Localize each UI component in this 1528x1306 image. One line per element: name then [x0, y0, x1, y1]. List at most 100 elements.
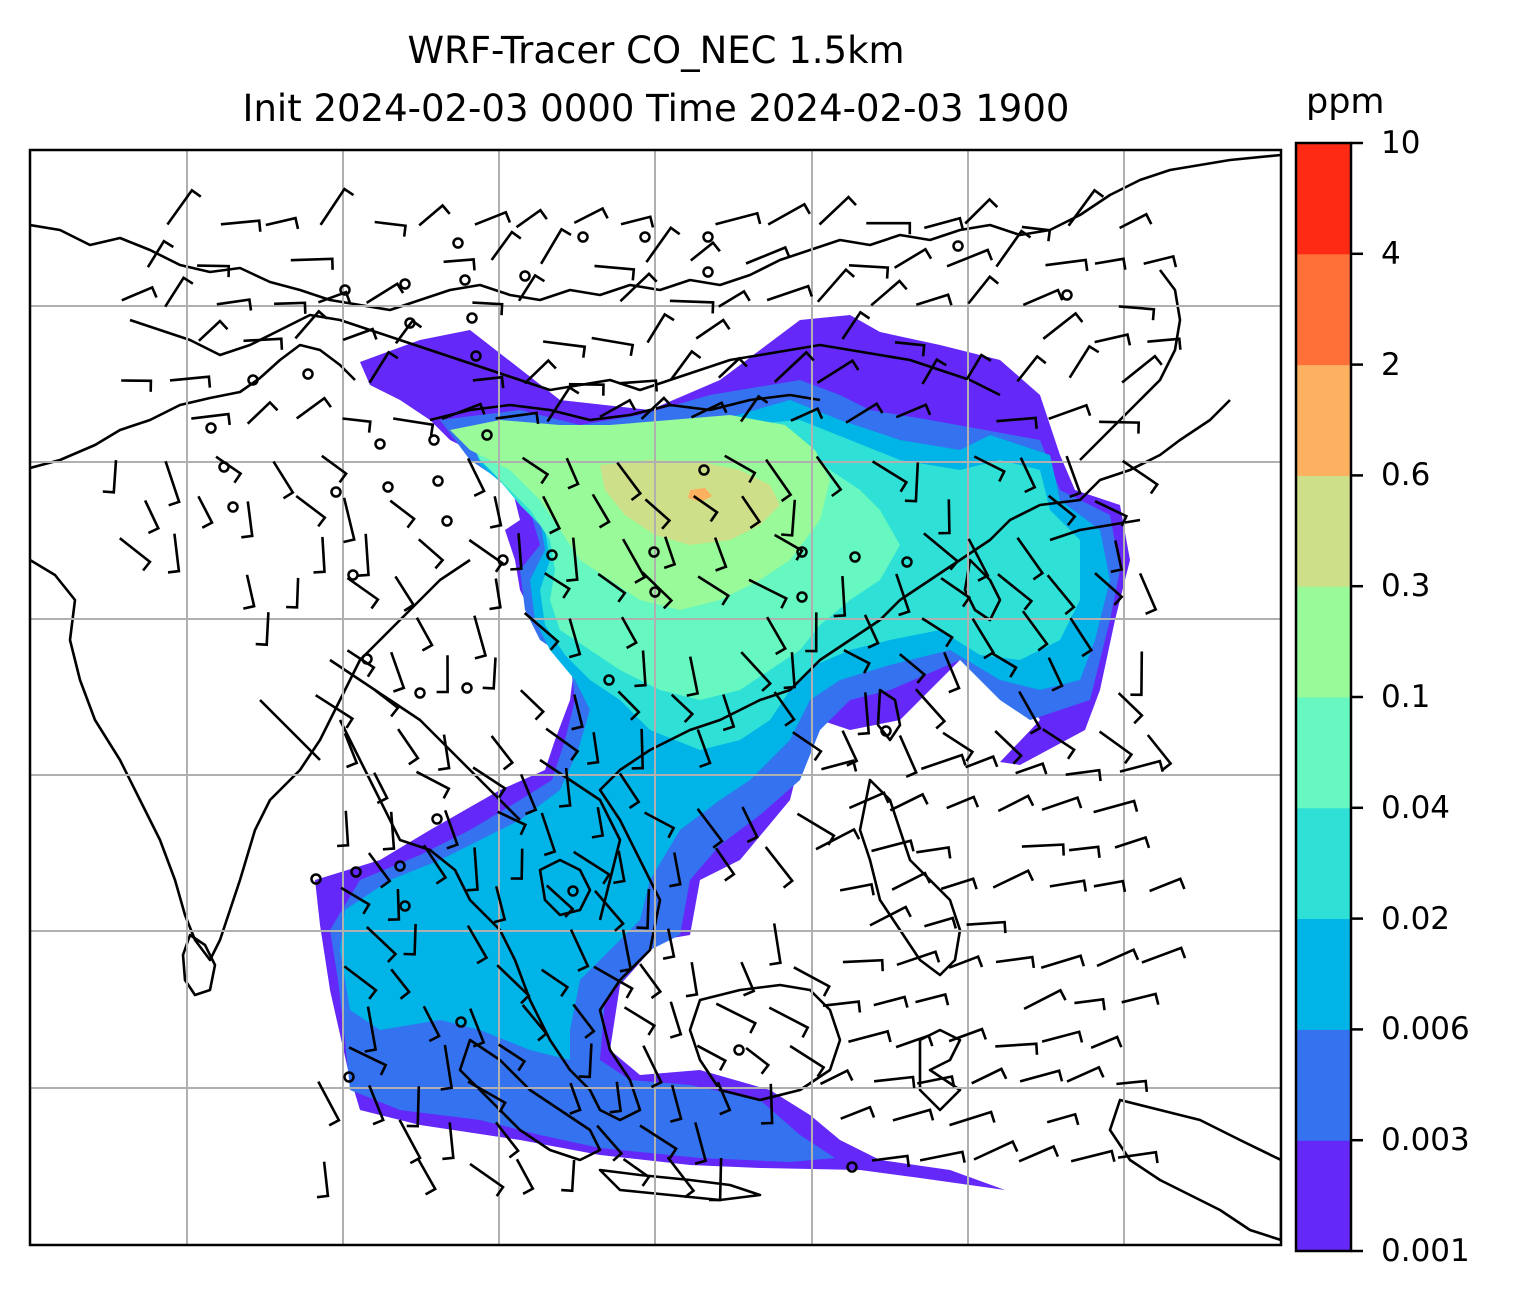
- wind-barb: [686, 656, 700, 697]
- wind-barb: [622, 1158, 651, 1187]
- wind-barb: [365, 282, 405, 305]
- wind-barb: [765, 458, 793, 503]
- wind-barb: [916, 1074, 956, 1088]
- wind-barb: [695, 318, 731, 340]
- wind-barb: [1018, 690, 1042, 735]
- wind-barb: [398, 1119, 422, 1165]
- coastline-indochina: [338, 618, 881, 1122]
- wind-barb: [540, 968, 570, 998]
- wind-barb: [766, 284, 814, 302]
- calm-wind-circle: [846, 1161, 858, 1173]
- wind-barb: [1146, 734, 1173, 772]
- wind-barb: [342, 497, 356, 544]
- wind-barb: [417, 538, 445, 570]
- calm-wind-circle: [310, 873, 322, 885]
- calm-wind-circle: [702, 231, 714, 243]
- wind-barb: [1046, 1112, 1080, 1126]
- calm-wind-circle: [452, 237, 464, 249]
- wind-barb: [102, 460, 118, 494]
- wind-barb: [1094, 500, 1129, 527]
- wind-barb: [783, 652, 796, 690]
- wind-barb: [822, 1000, 862, 1013]
- wind-barb: [642, 1045, 663, 1089]
- calm-wind-circle: [796, 546, 808, 558]
- wind-barb: [646, 312, 675, 344]
- wind-barb: [745, 1046, 771, 1075]
- wind-barb: [889, 792, 929, 812]
- coastline-sumatra: [458, 1038, 602, 1162]
- colorbar-tick-label: 0.1: [1381, 679, 1431, 715]
- calm-wind-circle: [702, 266, 714, 278]
- wind-barb: [1040, 954, 1086, 970]
- wind-barb: [493, 885, 507, 924]
- wind-barb: [841, 730, 859, 767]
- wind-barb: [1042, 728, 1076, 760]
- wind-barb: [523, 612, 560, 651]
- wind-barb: [764, 846, 795, 889]
- wind-barb: [121, 285, 158, 302]
- wind-barb: [118, 537, 152, 572]
- wind-barb: [599, 398, 637, 419]
- calm-wind-circle: [849, 551, 861, 563]
- wind-barb: [973, 455, 1006, 482]
- wind-barb: [663, 536, 677, 570]
- wind-barb: [940, 877, 978, 891]
- wind-barb: [545, 727, 580, 761]
- coastline-china-east: [879, 399, 1231, 621]
- wind-barb: [490, 735, 515, 771]
- wind-barb: [121, 379, 153, 392]
- wind-barb: [639, 1124, 678, 1159]
- wind-barb: [164, 460, 181, 507]
- wind-barb: [670, 693, 695, 723]
- colorbar: [1294, 141, 1363, 1253]
- wind-barb: [718, 289, 751, 308]
- wind-barb: [566, 537, 579, 582]
- wind-barb: [1016, 536, 1045, 581]
- wind-barb: [1094, 257, 1127, 270]
- wind-barb: [546, 385, 580, 423]
- wind-barb: [1098, 730, 1134, 765]
- wind-barb: [591, 493, 611, 529]
- wind-barb: [745, 245, 791, 265]
- wind-barb: [191, 412, 231, 426]
- wind-barb: [893, 247, 933, 269]
- wind-barb: [1149, 877, 1186, 893]
- wind-barb: [948, 955, 984, 969]
- wind-barb: [613, 850, 626, 885]
- wind-barb: [697, 575, 731, 606]
- wind-barb: [863, 614, 880, 649]
- wind-barb: [873, 1075, 916, 1089]
- wind-barb: [1069, 617, 1094, 658]
- wind-barb: [146, 239, 174, 268]
- wind-barb: [313, 536, 326, 574]
- wind-barb: [166, 188, 202, 226]
- wind-barb: [1117, 1150, 1159, 1164]
- wind-barb: [545, 884, 575, 918]
- wind-barb: [924, 916, 958, 929]
- wind-barb: [403, 923, 417, 956]
- calm-wind-circle: [431, 813, 443, 825]
- wind-barb: [839, 882, 875, 896]
- wind-barb: [1143, 254, 1178, 268]
- wind-barb: [840, 1105, 876, 1120]
- calm-wind-circle: [796, 591, 808, 603]
- wind-barb: [965, 353, 992, 381]
- wind-barb: [716, 1081, 732, 1116]
- wind-barb: [496, 964, 531, 1005]
- colorbar-unit-label: ppm: [1306, 82, 1385, 122]
- wind-barb: [619, 271, 658, 303]
- wind-barb: [1047, 657, 1064, 692]
- wind-barb: [472, 375, 505, 389]
- wind-barb: [1021, 610, 1049, 652]
- wind-barb: [845, 402, 884, 424]
- wind-barb: [290, 257, 334, 270]
- wind-barb: [965, 754, 999, 769]
- wind-barb: [690, 401, 728, 419]
- wind-barb: [472, 766, 507, 799]
- wind-barb: [634, 650, 647, 688]
- wind-barb: [641, 571, 674, 610]
- wind-barb: [895, 573, 911, 617]
- coastline-south-asia: [30, 343, 471, 962]
- wind-barb: [992, 868, 1035, 889]
- wind-barb: [466, 457, 486, 497]
